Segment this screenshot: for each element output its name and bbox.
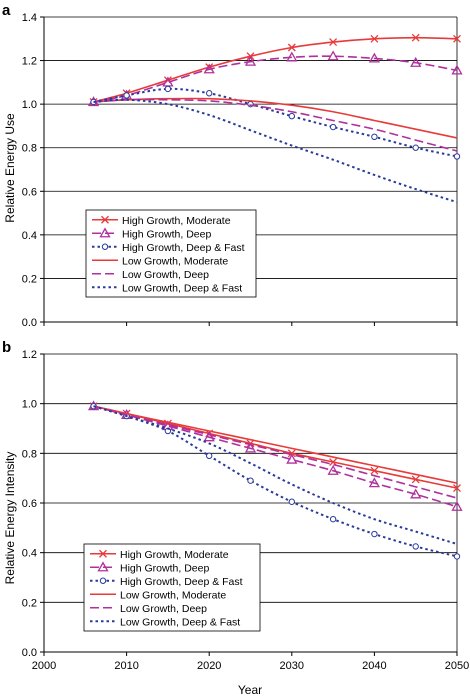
panel-a-data-point [287, 43, 296, 52]
panel-a-y-tick-label: 0.6 [22, 186, 37, 198]
panel-b-chart: 0.0 0.2 0.4 0.6 0.8 1.0 1.2 2000 2010 2020 2030 204… [22, 349, 470, 672]
panel-a-data-point [451, 64, 463, 75]
panel-a-series-line [93, 36, 458, 103]
panel-b-y-tick-label: 1.0 [22, 399, 37, 411]
panel-b-data-point [453, 484, 461, 493]
panel-b-data-point [451, 500, 463, 511]
panel-b-x-tick-label: 2040 [362, 660, 386, 672]
panel-a-data-point [368, 52, 381, 63]
panel-b-data-point [286, 453, 298, 464]
x-axis-label: Year [238, 683, 262, 697]
panel-a-legend-marker [101, 243, 109, 250]
panel-a-data-point [329, 123, 337, 131]
panel-a-data-point [327, 50, 339, 61]
panel-b-y-tick-label: 0.0 [22, 647, 37, 659]
panel-a-legend-marker [101, 215, 109, 224]
panel-b-y-tick-label: 0.2 [22, 597, 37, 609]
panel-b-x-tick-label: 2050 [445, 660, 469, 672]
panel-a-data-point [370, 34, 379, 43]
panel-b-data-point [327, 464, 339, 475]
panel-a-label: a [2, 2, 11, 19]
panel-b-series-line [93, 405, 458, 558]
panel-a-data-point [123, 92, 130, 99]
panel-a-data-point [206, 90, 213, 97]
panel-a-y-tick-label: 1.4 [22, 12, 37, 24]
panel-b-legend-label: High Growth, Deep & Fast [120, 576, 243, 588]
panel-a-legend-label: High Growth, Moderate [122, 215, 231, 227]
panel-b-series-line [93, 405, 458, 545]
panel-b-data-point [203, 431, 215, 442]
panel-b-data-point [371, 530, 378, 538]
panel-b-legend-marker [97, 561, 109, 572]
panel-b-legend-label: High Growth, Deep [120, 562, 209, 574]
panel-b-y-tick-label: 0.6 [22, 498, 37, 510]
panel-a-data-point [288, 112, 295, 120]
panel-a-data-point [412, 144, 419, 151]
panel-a-legend-label: High Growth, Deep [122, 228, 211, 240]
panel-a-data-point [453, 34, 461, 43]
panel-a-legend-label: Low Growth, Deep [122, 269, 209, 281]
panel-a-y-tick-label: 1.2 [22, 56, 37, 68]
panel-a-series-line [93, 98, 458, 152]
panel-a-y-tick-label: 0.0 [22, 317, 37, 329]
panel-b-legend-label: Low Growth, Moderate [120, 589, 226, 601]
panel-b-data-point [329, 515, 337, 523]
panel-a-data-point [329, 38, 338, 47]
panel-a-data-point [410, 56, 422, 67]
panel-b-data-point [412, 543, 419, 550]
panel-b-series-line [93, 405, 458, 508]
panel-a-series-line [93, 87, 458, 158]
panel-a-legend-label: Low Growth, Moderate [122, 255, 228, 267]
panel-b-legend-marker [99, 577, 107, 584]
panel-b-legend-marker [99, 549, 107, 558]
panel-a-legend-label: High Growth, Deep & Fast [122, 242, 245, 254]
panel-a-y-tick-label: 1.0 [22, 99, 37, 111]
panel-a-y-tick-label: 0.8 [22, 143, 37, 155]
panel-b-data-point [244, 442, 257, 453]
panel-a-y-tick-label: 0.2 [22, 273, 37, 285]
panel-b-series-line [93, 405, 458, 499]
panel-b-legend-box [83, 543, 261, 632]
panel-a-legend-label: Low Growth, Deep & Fast [122, 282, 242, 294]
panel-a-legend-box [85, 209, 257, 298]
panel-a-y-tick-label: 0.4 [22, 230, 37, 242]
panel-b-data-point [453, 553, 461, 560]
panel-b-y-tick-label: 0.4 [22, 548, 37, 560]
panel-b-series-line [93, 405, 458, 484]
panel-b-y-tick-label: 1.2 [22, 349, 37, 361]
panel-a-data-point [411, 33, 420, 42]
panel-b-legend-label: Low Growth, Deep [120, 603, 207, 615]
panel-a-y-axis-label: Relative Energy Use [3, 113, 17, 223]
panel-b-data-point [411, 475, 420, 484]
panel-a-data-point [371, 133, 378, 141]
panel-b-data-point [370, 466, 379, 475]
panel-b-y-tick-label: 0.8 [22, 448, 37, 460]
panel-b-x-tick-label: 2030 [280, 660, 304, 672]
panel-b-data-point [410, 488, 422, 499]
panel-b-data-point [288, 498, 295, 505]
panel-b-label: b [2, 339, 11, 356]
panel-a-data-point [453, 153, 461, 160]
panel-b-legend-label: Low Growth, Deep & Fast [120, 616, 240, 628]
panel-a-chart: 0.0 0.2 0.4 0.6 0.8 1.0 1.2 1.4 High Growth, Mod… [22, 12, 463, 329]
panel-b-x-tick-label: 2010 [114, 660, 138, 672]
panel-a-legend-marker [99, 227, 111, 238]
panel-b-data-point [247, 477, 254, 484]
panel-b-x-tick-label: 2000 [32, 660, 56, 672]
panel-a-data-point [286, 51, 298, 62]
panel-a-series-line [93, 55, 458, 103]
panel-b-y-axis-label: Relative Energy Intensity [3, 452, 17, 585]
panel-b-data-point [368, 477, 381, 488]
panel-b-x-tick-label: 2020 [197, 660, 221, 672]
panel-a-data-point [244, 55, 257, 66]
panel-a-data-point [203, 63, 215, 74]
panel-b-data-point [206, 452, 213, 460]
panel-a-series-line [93, 98, 458, 204]
panel-b-legend-label: High Growth, Moderate [120, 549, 229, 561]
panel-a-data-point [164, 85, 172, 93]
panel-b-data-point [287, 449, 296, 458]
